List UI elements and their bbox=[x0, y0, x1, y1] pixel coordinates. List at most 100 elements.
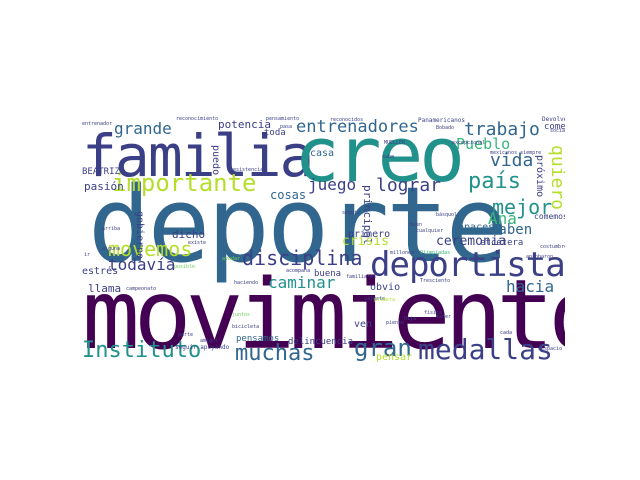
word-fisica: física bbox=[424, 310, 443, 316]
word-vida: vida bbox=[490, 150, 534, 171]
word-resistencia: resistencia bbox=[230, 167, 264, 173]
word-existe: existe bbox=[188, 240, 207, 246]
word-pienso: pienso bbox=[386, 320, 405, 326]
word-cloud: deporte movimiento familia creo deportis… bbox=[80, 115, 565, 363]
word-pais: país bbox=[468, 169, 521, 194]
word-entrenador: entrenador bbox=[82, 121, 113, 127]
word-ir: ir bbox=[84, 252, 91, 258]
word-movemos: movemos bbox=[108, 237, 193, 261]
word-excepcional: excepcional bbox=[452, 140, 486, 146]
word-calmate: cálmate bbox=[364, 296, 386, 302]
word-deporte: deporte bbox=[88, 164, 508, 286]
word-millones: millones bbox=[390, 250, 415, 256]
word-medallas: medallas bbox=[418, 333, 553, 364]
word-pensamiento: pensamiento bbox=[266, 116, 300, 122]
word-pensar: pensar bbox=[376, 352, 413, 363]
word-ceremonia: ceremonia bbox=[436, 234, 507, 249]
word-pueblo: Pueblo bbox=[456, 135, 511, 153]
word-trabajo: trabajo bbox=[464, 119, 540, 140]
word-sabe: sabe bbox=[382, 154, 395, 160]
word-hija: hija bbox=[404, 316, 417, 322]
word-obvio: obvio bbox=[370, 282, 401, 293]
word-parte: parte bbox=[178, 332, 194, 338]
word-puedo: puedo bbox=[210, 145, 221, 176]
word-pasa: pasa bbox=[280, 124, 293, 130]
word-delincuencia: delincuencia bbox=[288, 337, 354, 347]
word-tresciento: Tresciento bbox=[420, 278, 451, 284]
word-grande: grande bbox=[114, 119, 172, 138]
word-potencia: potencia bbox=[218, 118, 271, 131]
word-crisis: crisis bbox=[342, 234, 389, 249]
word-ven: ven bbox=[354, 319, 373, 330]
word-posible: posible bbox=[174, 264, 196, 270]
word-arriba: arriba bbox=[102, 226, 121, 232]
word-bobado: Bobado bbox=[436, 125, 455, 131]
word-todavia: todavía bbox=[108, 255, 176, 274]
word-cosas: cosas bbox=[270, 188, 307, 202]
word-buen: buen bbox=[410, 222, 423, 228]
word-seguir: seguir bbox=[342, 210, 361, 216]
word-importante: importante bbox=[112, 169, 257, 197]
word-ana: Ana bbox=[488, 209, 517, 228]
word-olimpiadas: Olimpiadas bbox=[420, 250, 451, 256]
word-primera: primera bbox=[374, 297, 396, 303]
word-comemos: comemos bbox=[534, 212, 565, 221]
word-llama: llama bbox=[88, 282, 122, 295]
word-familiares: familiares bbox=[346, 274, 377, 280]
word-basquol: básquol bbox=[436, 212, 458, 218]
word-comer: comer bbox=[544, 122, 565, 132]
word-hacia: hacia bbox=[506, 277, 555, 296]
word-instituto: Instituto bbox=[82, 338, 202, 363]
word-amigos: amigos bbox=[200, 338, 219, 344]
word-cada: cada bbox=[500, 330, 513, 336]
word-saben: saben bbox=[490, 222, 533, 238]
word-social: social bbox=[550, 128, 565, 134]
word-costumbres: costumbres bbox=[540, 244, 565, 250]
word-seguir-apoyando: seguir apoyando bbox=[175, 344, 230, 351]
word-alguna: alguna bbox=[102, 246, 121, 252]
word-dicho: dicho bbox=[172, 228, 206, 241]
word-mexicanos: mexicanos siempre bbox=[490, 150, 542, 156]
word-proximo: próximo bbox=[534, 155, 545, 198]
word-gran: gran bbox=[354, 334, 412, 362]
word-mueller: MUELLER bbox=[384, 140, 406, 146]
word-creo: creo bbox=[294, 115, 465, 199]
word-principal: principal bbox=[361, 185, 374, 245]
word-haciendo: haciendo bbox=[234, 280, 259, 286]
word-juntos: juntos bbox=[232, 312, 251, 318]
word-quiero: quiero bbox=[547, 145, 565, 211]
word-caminar: caminar bbox=[268, 273, 336, 292]
word-cualquier: cualquier bbox=[416, 228, 444, 234]
word-tener: tener bbox=[436, 314, 452, 320]
word-primero: primero bbox=[348, 229, 391, 240]
word-muchas: muchas bbox=[235, 341, 315, 364]
word-casa: casa bbox=[310, 148, 335, 159]
word-etcetera: etcétera bbox=[480, 238, 524, 248]
word-entrenadores: entrenadores bbox=[296, 117, 419, 137]
word-campeonato: campeonato bbox=[126, 286, 157, 292]
word-familia: familia bbox=[82, 122, 314, 190]
word-panamericanos: Panamericanos bbox=[418, 117, 465, 124]
word-reconocidos: reconocidos bbox=[330, 117, 364, 123]
word-despacio: despacio bbox=[538, 346, 563, 352]
word-juego: juego bbox=[308, 175, 357, 194]
word-devolver: Devolver bbox=[542, 116, 565, 123]
word-deportista: deportista bbox=[370, 245, 565, 285]
word-toda: toda bbox=[264, 128, 286, 138]
word-bicicleta: bicicleta bbox=[232, 324, 260, 330]
word-movimiento: movimiento bbox=[82, 259, 565, 363]
word-aprobaron: aprobaron bbox=[526, 254, 554, 260]
word-disciplina: disciplina bbox=[242, 246, 363, 270]
word-beatriz: BEATRIZ bbox=[82, 167, 120, 177]
word-gobierno: gobierno bbox=[134, 211, 145, 260]
word-acompana: acompaña bbox=[286, 268, 311, 274]
word-lograr: lograr bbox=[376, 175, 442, 196]
word-buena: buena bbox=[314, 269, 342, 279]
word-pasion: pasión bbox=[84, 180, 124, 193]
word-mejor: mejor bbox=[492, 195, 553, 219]
word-ayudar: ayudar bbox=[222, 256, 241, 262]
word-estres: estrés bbox=[82, 266, 119, 277]
word-pensamos: pensamos bbox=[236, 334, 280, 344]
word-capaces: capaces bbox=[452, 222, 495, 233]
word-reconocimiento: reconocimiento bbox=[176, 116, 219, 122]
